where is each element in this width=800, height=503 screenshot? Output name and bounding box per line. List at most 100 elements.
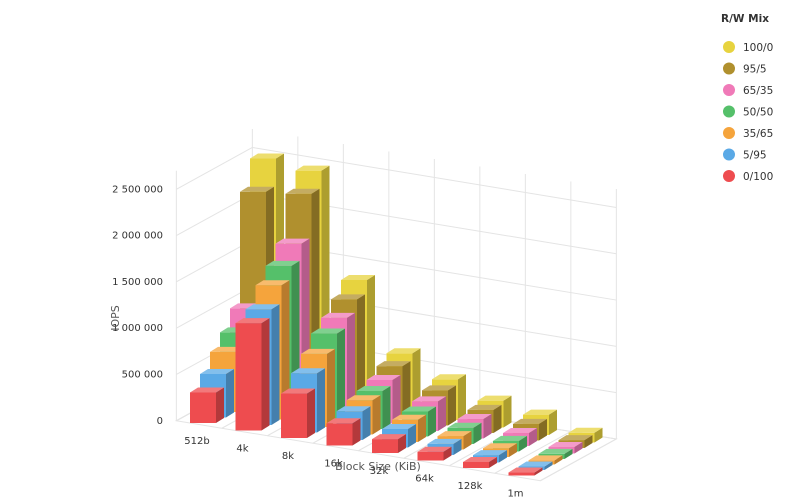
bar-side xyxy=(372,395,381,435)
legend-swatch xyxy=(723,127,735,139)
bar xyxy=(463,456,497,468)
bar-side xyxy=(534,467,543,476)
bar-top xyxy=(447,422,482,428)
bar-side xyxy=(398,434,406,453)
bar-top xyxy=(422,385,456,391)
bar-side xyxy=(382,386,391,429)
bar-top xyxy=(275,238,310,244)
bar-top xyxy=(392,414,426,420)
bar-top xyxy=(311,328,345,334)
bar-side xyxy=(428,406,436,437)
bar-top xyxy=(463,456,497,462)
y-tick-label: 1 500 000 xyxy=(112,277,163,288)
legend-title: R/W Mix xyxy=(721,13,769,25)
bar-top xyxy=(518,461,553,467)
legend-swatch xyxy=(723,84,735,96)
bar-top xyxy=(568,427,603,433)
bar-top xyxy=(417,446,452,452)
bar xyxy=(372,434,406,453)
axis-labels: 0 500 000 1 000 000 1 500 000 2 000 000 2 500… xyxy=(112,184,523,499)
gridline-floor xyxy=(540,438,617,482)
bar-side xyxy=(499,450,507,463)
bar-top xyxy=(523,409,557,415)
bar-top xyxy=(285,188,320,194)
bar-top xyxy=(477,395,512,401)
bar-front xyxy=(372,439,398,453)
bar-top xyxy=(548,442,583,448)
bar-front xyxy=(463,461,489,468)
bar-top xyxy=(427,438,462,444)
bar-top xyxy=(331,294,365,300)
x-tick-label: 64k xyxy=(415,474,434,485)
bar-side xyxy=(448,385,456,426)
bar-side xyxy=(539,418,547,441)
bar-top xyxy=(457,414,492,420)
bar-top xyxy=(235,318,270,324)
bar xyxy=(508,467,543,476)
bar-side xyxy=(489,456,497,468)
bar-top xyxy=(376,361,411,367)
y-tick-label: 2 500 000 xyxy=(112,184,163,195)
bar-side xyxy=(357,294,365,411)
bar-top xyxy=(528,455,563,461)
legend: R/W Mix 100/0 95/5 65/35 50/50 35/65 5/95 0/10… xyxy=(721,13,773,183)
legend-swatch xyxy=(723,170,735,182)
bar-side xyxy=(327,348,335,427)
bar-side xyxy=(347,312,355,416)
legend-label: 5/95 xyxy=(743,150,767,162)
legend-swatch xyxy=(723,105,735,118)
legend-label: 50/50 xyxy=(743,107,773,119)
bar-top xyxy=(295,165,330,171)
bar-top xyxy=(255,280,290,286)
bar-side xyxy=(281,280,290,420)
bar-side xyxy=(594,427,603,443)
gridline-side xyxy=(176,193,253,237)
bar-top xyxy=(508,467,543,473)
bar-side xyxy=(352,418,361,446)
x-tick-label: 4k xyxy=(236,444,248,455)
bar-top xyxy=(200,368,234,374)
bar-side xyxy=(549,409,557,435)
bar-front xyxy=(190,392,216,423)
y-tick-label: 0 xyxy=(157,416,163,427)
legend-swatch xyxy=(723,41,735,53)
bar-front xyxy=(235,323,262,431)
bar-top xyxy=(346,395,381,401)
x-tick-label: 32k xyxy=(370,466,389,477)
bar-top xyxy=(473,450,507,456)
bar-top xyxy=(321,312,355,318)
bar-side xyxy=(261,318,270,431)
bar-front xyxy=(417,451,444,461)
bar-side xyxy=(271,304,280,425)
bar-top xyxy=(265,260,300,266)
bar-side xyxy=(443,446,452,461)
bar xyxy=(417,446,452,461)
bar-top xyxy=(412,396,446,402)
bar-side xyxy=(216,387,224,423)
bar-front xyxy=(326,423,353,446)
bar-side xyxy=(402,361,411,418)
bar-top xyxy=(190,387,224,393)
bar-side xyxy=(438,396,446,431)
bar-top xyxy=(538,448,573,454)
bar-side xyxy=(458,374,466,420)
x-axis-title: Block Size (KiB) xyxy=(335,460,421,473)
bar-top xyxy=(291,368,325,374)
bar-side xyxy=(473,422,482,444)
bar-top xyxy=(245,304,280,310)
bar-side xyxy=(574,442,583,454)
bar-side xyxy=(307,388,315,438)
bar-top xyxy=(432,374,466,380)
bar-side xyxy=(493,404,502,433)
bar xyxy=(281,388,315,438)
bar-side xyxy=(554,455,563,465)
legend-label: 35/65 xyxy=(743,128,773,140)
bar-top xyxy=(386,348,421,354)
bar xyxy=(190,387,224,423)
bar-side xyxy=(362,406,371,440)
x-tick-label: 128k xyxy=(458,481,483,492)
gridline-side xyxy=(176,285,253,329)
legend-label: 65/35 xyxy=(743,85,773,97)
bar-side xyxy=(519,435,527,452)
